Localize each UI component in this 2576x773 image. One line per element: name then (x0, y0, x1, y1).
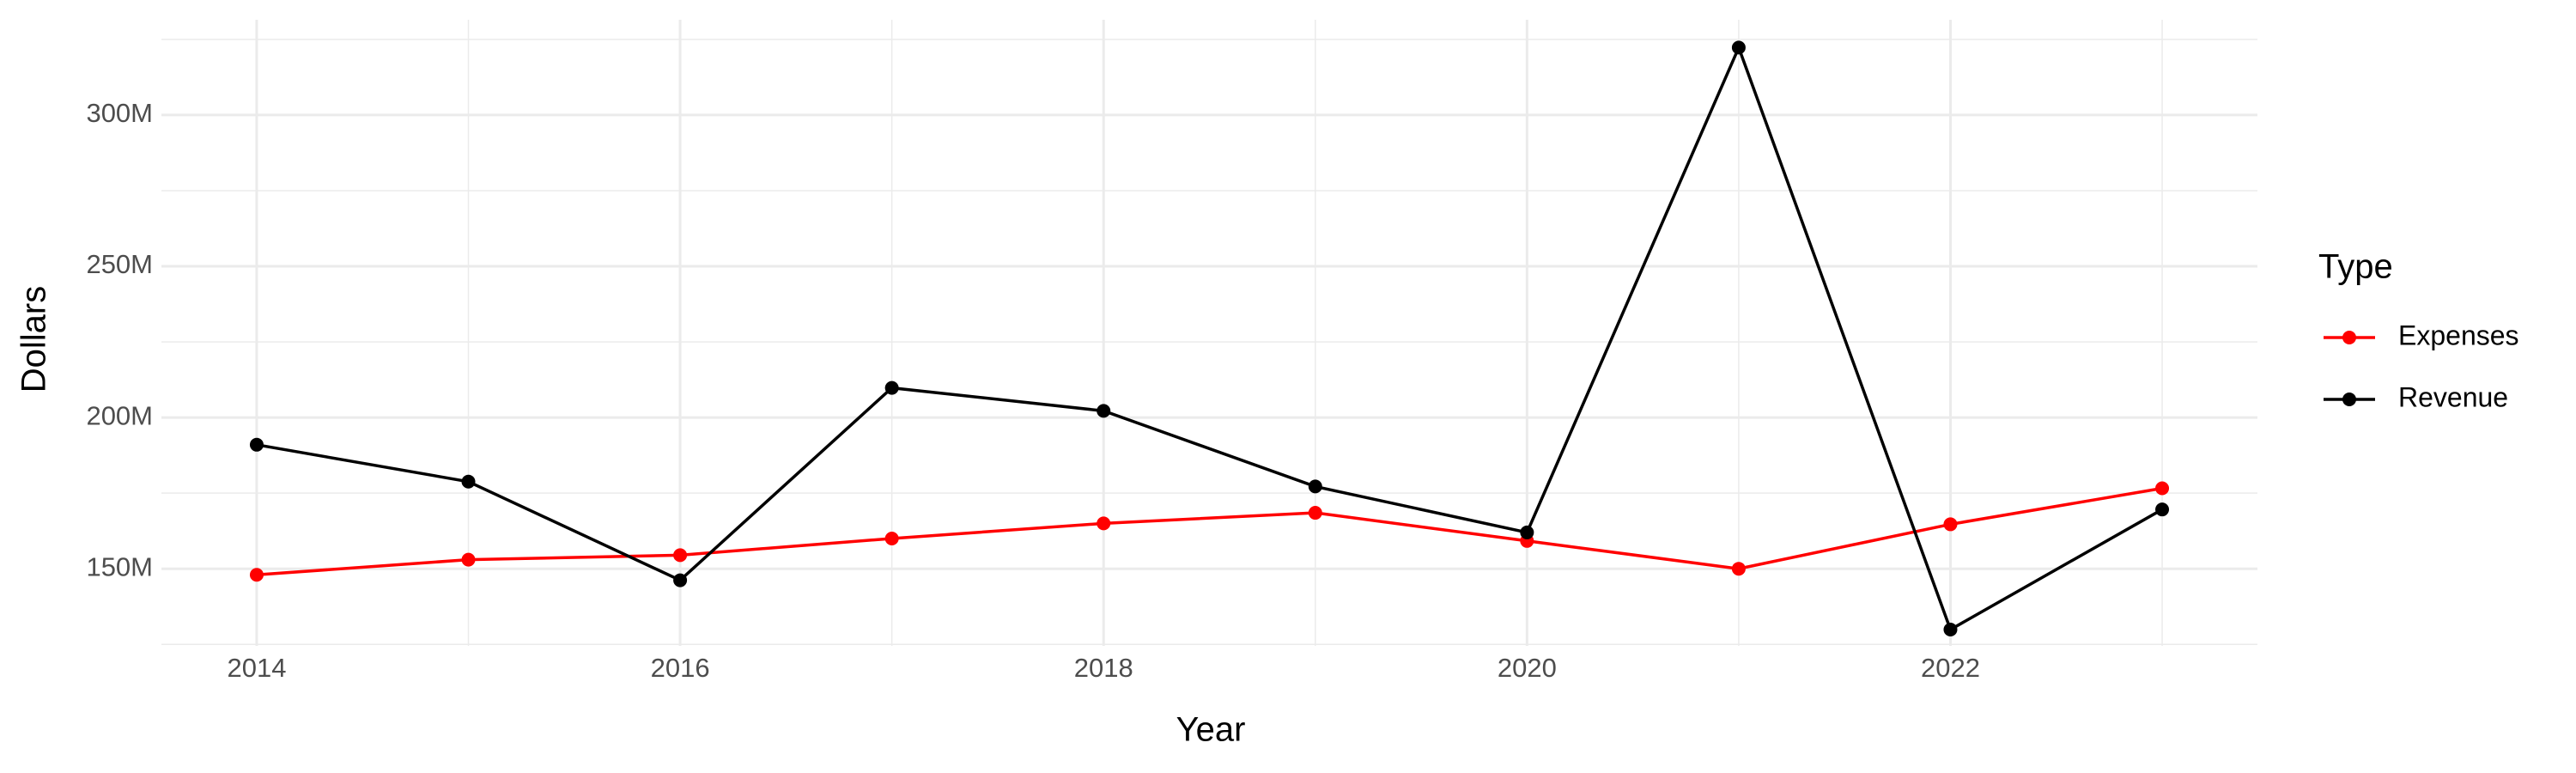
data-point (461, 552, 476, 567)
data-point (461, 474, 476, 489)
data-point (249, 437, 264, 452)
data-point (1943, 622, 1958, 636)
data-point (249, 568, 264, 582)
x-tick-label: 2018 (1074, 653, 1133, 683)
legend-title: Type (2318, 248, 2393, 286)
series-line (256, 486, 2163, 576)
data-point (2155, 502, 2170, 517)
y-tick-label: 200M (86, 400, 153, 430)
legend-label: Revenue (2398, 381, 2508, 412)
data-point (1943, 517, 1958, 532)
data-point (1308, 479, 1322, 494)
y-tick-label: 300M (86, 98, 153, 128)
y-tick-label: 150M (86, 551, 153, 581)
data-point (673, 548, 688, 563)
data-point (1097, 516, 1111, 531)
x-tick-label: 2022 (1921, 653, 1980, 683)
data-point (884, 380, 899, 395)
legend-label: Expenses (2398, 320, 2519, 350)
legend-marker (2342, 393, 2356, 406)
x-tick-label: 2020 (1498, 653, 1557, 683)
y-tick-label: 250M (86, 249, 153, 279)
data-point (1520, 525, 1534, 539)
series-line (256, 43, 2163, 632)
data-point (1308, 506, 1322, 520)
data-point (2155, 481, 2170, 496)
y-axis-title: Dollars (15, 286, 53, 393)
x-tick-label: 2016 (651, 653, 710, 683)
x-tick-label: 2014 (227, 653, 286, 683)
data-point (1097, 404, 1111, 418)
data-point (1731, 562, 1746, 576)
data-point (1731, 40, 1746, 55)
x-axis-title: Year (1176, 711, 1246, 749)
legend-marker (2342, 331, 2356, 344)
data-point (884, 531, 899, 545)
data-point (673, 573, 688, 587)
